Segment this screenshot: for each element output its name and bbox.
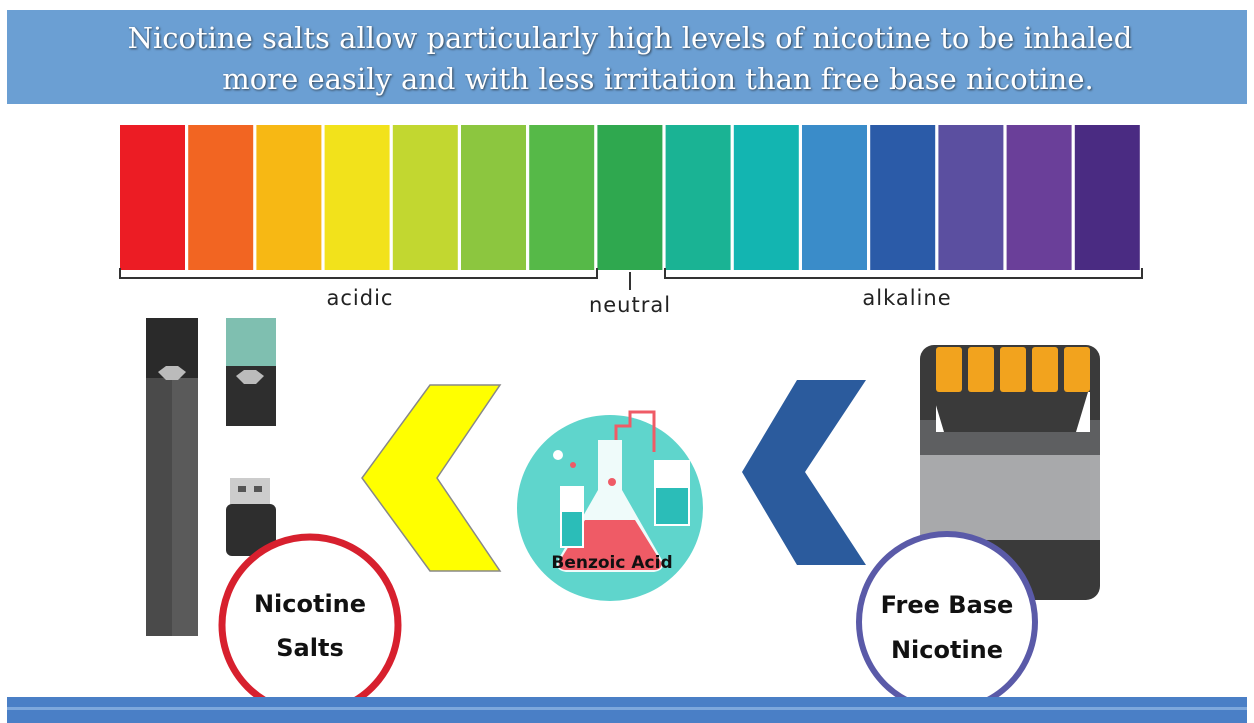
node-label: Nicotine (254, 590, 366, 618)
cigarette-filter (936, 347, 962, 392)
ph-block (666, 125, 731, 270)
node-label: Nicotine (891, 636, 1003, 664)
ph-block (120, 125, 185, 270)
ph-scale (120, 125, 1140, 270)
ph-block (529, 125, 594, 270)
neutral-label: neutral (589, 293, 671, 317)
ph-block (325, 125, 390, 270)
bracket (120, 268, 1142, 290)
ph-block (461, 125, 526, 270)
ph-block (256, 125, 321, 270)
arrow-left (742, 380, 866, 565)
ph-block (1007, 125, 1072, 270)
node-label: Benzoic Acid (551, 553, 672, 573)
ph-block (938, 125, 1003, 270)
acidic-label: acidic (327, 286, 394, 310)
ph-block (870, 125, 935, 270)
title-line: more easily and with less irritation tha… (222, 62, 1093, 96)
ph-block (1075, 125, 1140, 270)
ph-block (188, 125, 253, 270)
infographic: Nicotine salts allow particularly high l… (0, 0, 1254, 723)
node-label: Free Base (881, 591, 1014, 619)
ph-block (393, 125, 458, 270)
alkaline-label: alkaline (862, 286, 951, 310)
node-circle (859, 534, 1035, 710)
title-line: Nicotine salts allow particularly high l… (128, 21, 1133, 55)
cigarette-filter (1064, 347, 1090, 392)
node-circle (222, 537, 398, 713)
arrow-left (362, 385, 500, 571)
node-label: Salts (276, 634, 343, 662)
footer-stripe (7, 707, 1247, 710)
ph-block (597, 125, 662, 270)
ph-block (734, 125, 799, 270)
cigarette-filter (1032, 347, 1058, 392)
ph-block (802, 125, 867, 270)
cigarette-filter (1000, 347, 1026, 392)
cigarette-filter (968, 347, 994, 392)
